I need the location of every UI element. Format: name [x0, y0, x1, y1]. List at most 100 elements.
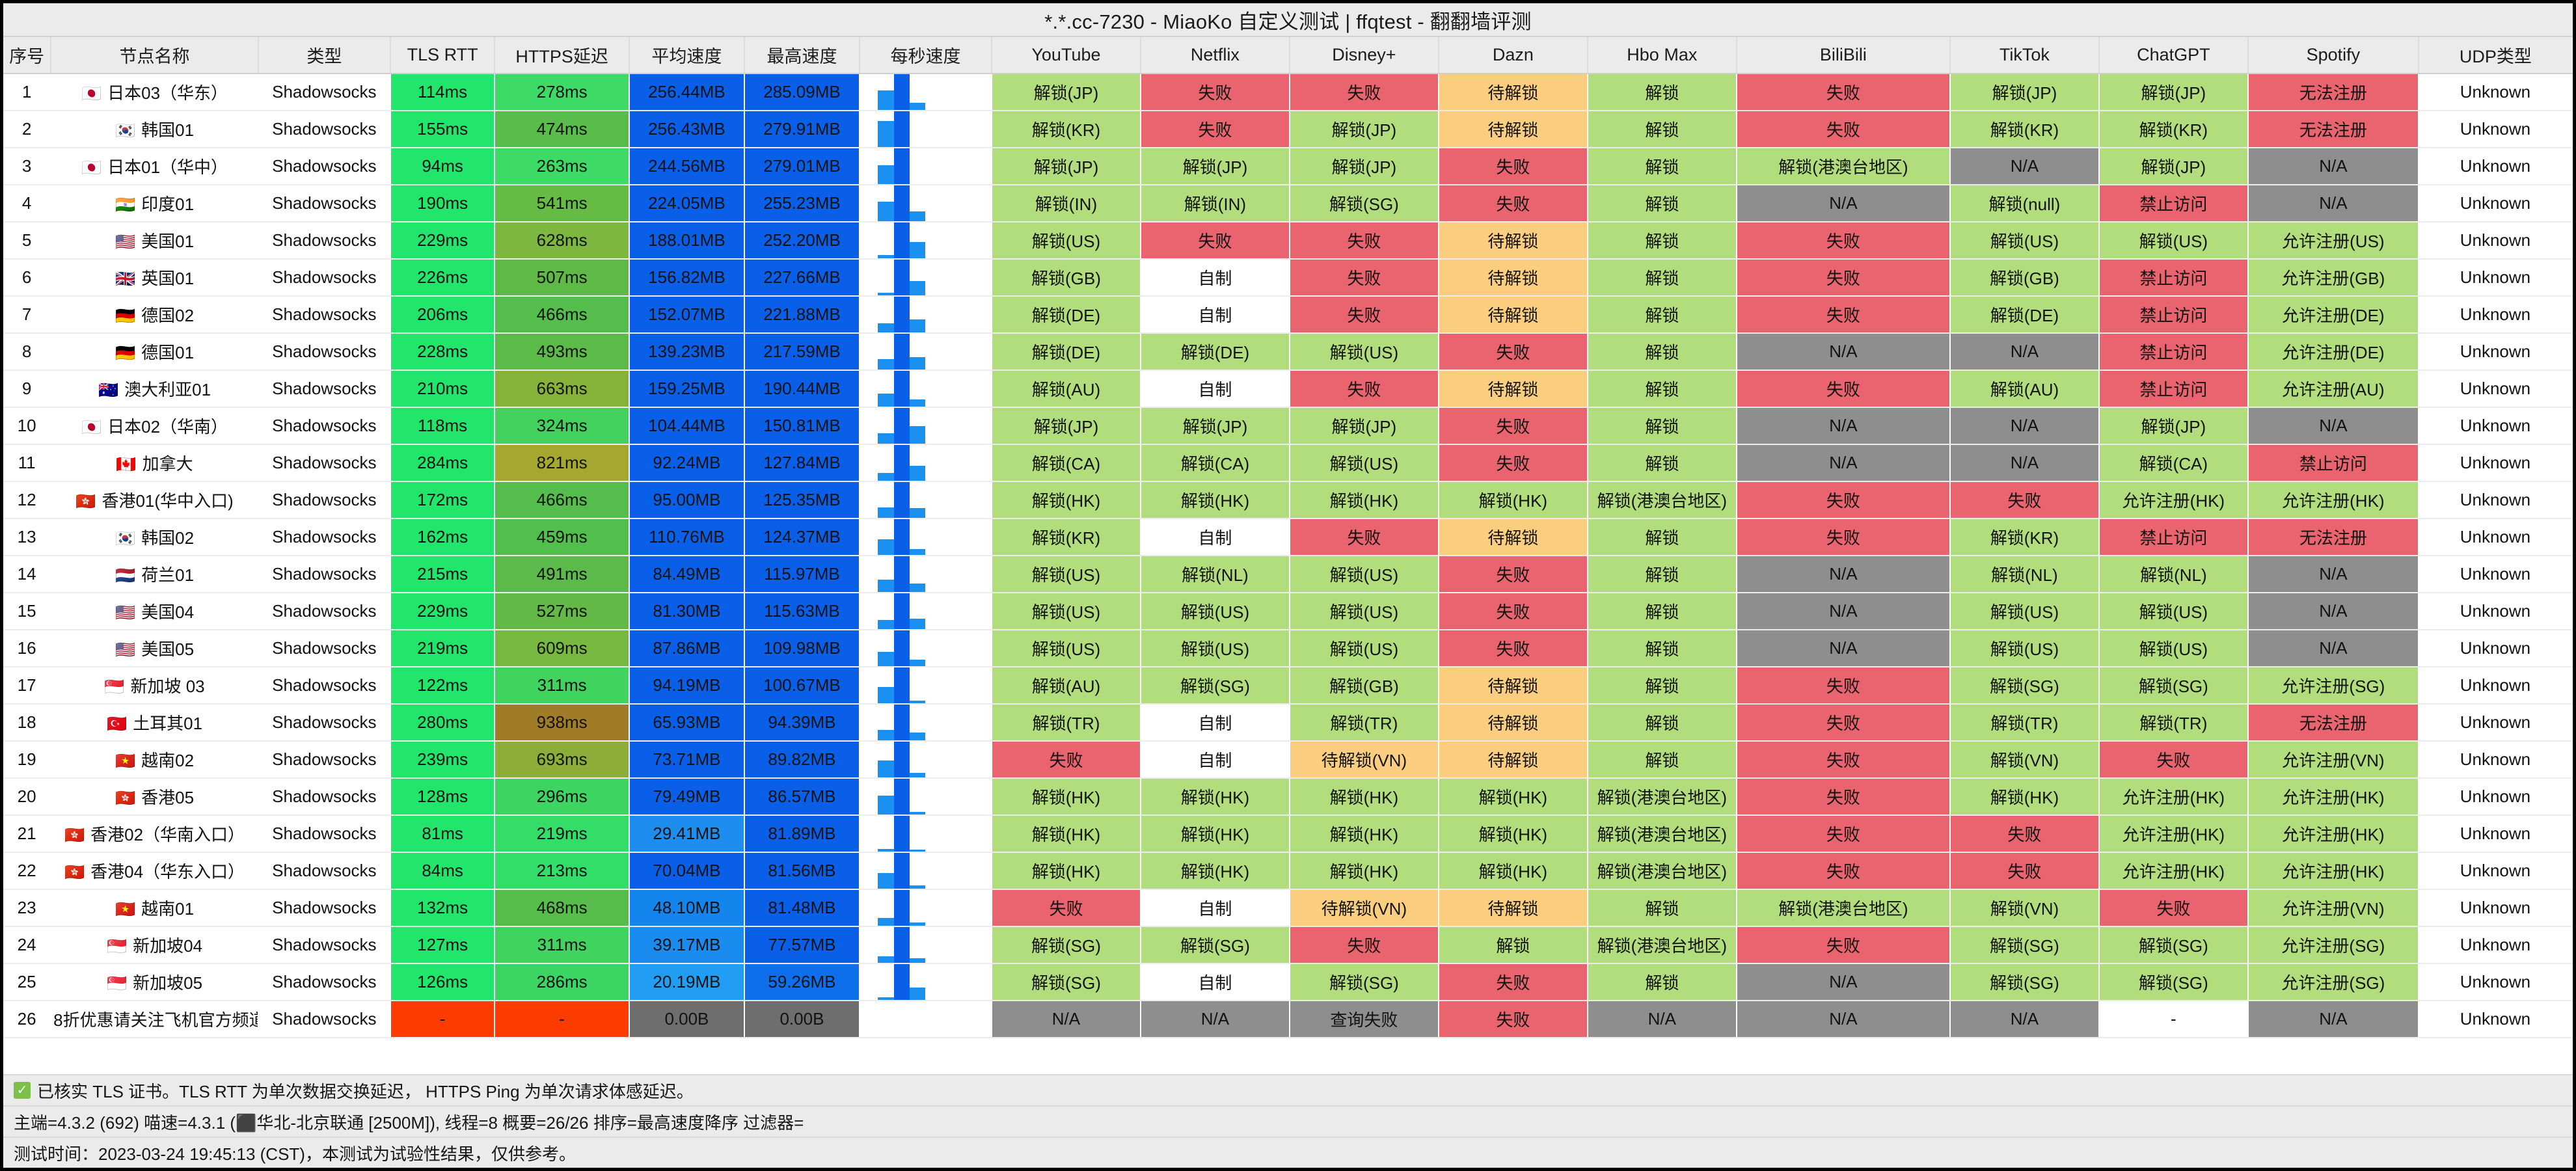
table-row[interactable]: 8 🇩🇪 德国01 Shadowsocks 228ms 493ms 139.23MB 217.…: [3, 333, 2573, 371]
disney-status: 失败: [1289, 518, 1439, 556]
column-header-dazn[interactable]: Dazn: [1438, 37, 1588, 74]
netflix-status: 解锁(HK): [1140, 852, 1290, 890]
youtube-status: 解锁(US): [991, 630, 1141, 667]
column-header-tls-rtt[interactable]: TLS RTT: [390, 37, 496, 74]
column-header-https[interactable]: HTTPS延迟: [495, 37, 630, 74]
node-type: Shadowsocks: [258, 889, 391, 927]
node-type: Shadowsocks: [258, 518, 391, 556]
dazn-status: 解锁(HK): [1438, 481, 1588, 519]
sparkline-chart: [862, 964, 989, 999]
sparkline-bar: [878, 539, 894, 554]
column-header-chatgpt[interactable]: ChatGPT: [2098, 37, 2249, 74]
tiktok-status: 解锁(KR): [1949, 111, 2100, 148]
table-row[interactable]: 4 🇮🇳 印度01 Shadowsocks 190ms 541ms 224.05MB 255.…: [3, 185, 2573, 222]
chatgpt-status: 解锁(US): [2098, 630, 2249, 667]
sparkline-bar: [910, 319, 926, 332]
tiktok-status: 解锁(JP): [1949, 74, 2100, 111]
column-header-tiktok[interactable]: TikTok: [1949, 37, 2100, 74]
https-latency-value: 311ms: [495, 667, 630, 705]
sparkline-chart: [862, 111, 989, 146]
table-row[interactable]: 15 🇺🇸 美国04 Shadowsocks 229ms 527ms 81.30MB 115.…: [3, 593, 2573, 630]
table-row[interactable]: 1 🇯🇵 日本03（华东） Shadowsocks 114ms 278ms 256.44MB…: [3, 74, 2573, 111]
column-header-max-speed[interactable]: 最高速度: [744, 37, 860, 74]
dazn-status: 待解锁: [1438, 296, 1588, 334]
bilibili-status: N/A: [1736, 185, 1951, 222]
table-row[interactable]: 268折优惠请关注飞机官方频道信息Shadowsocks--0.00B0.00B…: [3, 1001, 2573, 1038]
column-header-spotify[interactable]: Spotify: [2247, 37, 2419, 74]
row-index: 19: [3, 741, 52, 779]
sparkline-bar: [893, 222, 910, 258]
table-row[interactable]: 7 🇩🇪 德国02 Shadowsocks 206ms 466ms 152.07MB 221.…: [3, 296, 2573, 334]
tls-rtt-value: 219ms: [390, 630, 496, 667]
max-speed-value: 59.26MB: [744, 963, 860, 1001]
column-header-type[interactable]: 类型: [258, 37, 391, 74]
avg-speed-value: 139.23MB: [629, 333, 745, 371]
row-index: 4: [3, 185, 52, 222]
spotify-status: N/A: [2247, 185, 2419, 222]
node-type: Shadowsocks: [258, 370, 391, 408]
dazn-status: 解锁: [1438, 926, 1588, 964]
sparkline-bar: [910, 922, 926, 925]
table-row[interactable]: 14 🇳🇱 荷兰01 Shadowsocks 215ms 491ms 84.49MB 115.…: [3, 556, 2573, 593]
table-row[interactable]: 20 🇭🇰 香港05 Shadowsocks 128ms 296ms 79.49MB 86.5…: [3, 778, 2573, 816]
https-latency-value: 938ms: [495, 704, 630, 742]
node-name-label: 土耳其01: [133, 714, 203, 733]
table-row[interactable]: 13 🇰🇷 韩国02 Shadowsocks 162ms 459ms 110.76MB 124…: [3, 518, 2573, 556]
sparkline-bar: [910, 811, 926, 814]
country-flag-icon: 🇻🇳: [115, 752, 136, 770]
table-row[interactable]: 25 🇸🇬 新加坡05 Shadowsocks 126ms 286ms 20.19MB 59.…: [3, 963, 2573, 1001]
hbomax-status: 解锁: [1587, 889, 1737, 927]
column-header-bilibili[interactable]: BiliBili: [1736, 37, 1951, 74]
table-row[interactable]: 17 🇸🇬 新加坡 03 Shadowsocks 122ms 311ms 94.19MB 10…: [3, 667, 2573, 705]
tls-rtt-value: 94ms: [390, 148, 496, 185]
table-row[interactable]: 21 🇭🇰 香港02（华南入口） Shadowsocks 81ms 219ms 29.41M…: [3, 815, 2573, 853]
sparkline-bar: [893, 74, 910, 109]
column-header-disney[interactable]: Disney+: [1289, 37, 1439, 74]
youtube-status: 解锁(KR): [991, 518, 1141, 556]
column-header-node[interactable]: 节点名称: [51, 37, 259, 74]
column-header-udp-type[interactable]: UDP类型: [2418, 37, 2572, 74]
row-index: 10: [3, 407, 52, 445]
disney-status: 解锁(JP): [1289, 148, 1439, 185]
table-row[interactable]: 2 🇰🇷 韩国01 Shadowsocks 155ms 474ms 256.43MB 279.…: [3, 111, 2573, 148]
footer-version-line: 主端=4.3.2 (692) 喵速=4.3.1 (⬛华北-北京联通 [2500M…: [3, 1105, 2573, 1137]
tls-rtt-value: 229ms: [390, 593, 496, 630]
table-row[interactable]: 9 🇦🇺 澳大利亚01 Shadowsocks 210ms 663ms 159.25MB 19…: [3, 370, 2573, 408]
node-type: Shadowsocks: [258, 444, 391, 482]
max-speed-value: 127.84MB: [744, 444, 860, 482]
table-row[interactable]: 10 🇯🇵 日本02（华南） Shadowsocks 118ms 324ms 104.44M…: [3, 407, 2573, 445]
table-row[interactable]: 24 🇸🇬 新加坡04 Shadowsocks 127ms 311ms 39.17MB 77.…: [3, 926, 2573, 964]
sparkline-chart: [862, 445, 989, 480]
table-row[interactable]: 16 🇺🇸 美国05 Shadowsocks 219ms 609ms 87.86MB 109.…: [3, 630, 2573, 667]
node-type: Shadowsocks: [258, 111, 391, 148]
tiktok-status: 解锁(US): [1949, 630, 2100, 667]
tls-rtt-value: 81ms: [390, 815, 496, 853]
table-row[interactable]: 23 🇻🇳 越南01 Shadowsocks 132ms 468ms 48.10MB 81.4…: [3, 889, 2573, 927]
country-flag-icon: 🇬🇧: [115, 270, 136, 288]
table-row[interactable]: 11 🇨🇦 加拿大 Shadowsocks 284ms 821ms 92.24MB 127.8…: [3, 444, 2573, 482]
column-header-index[interactable]: 序号: [3, 37, 52, 74]
node-name-label: 英国01: [141, 269, 195, 288]
column-header-per-second[interactable]: 每秒速度: [859, 37, 992, 74]
tls-rtt-value: 280ms: [390, 704, 496, 742]
tls-rtt-value: 132ms: [390, 889, 496, 927]
table-row[interactable]: 18 🇹🇷 土耳其01 Shadowsocks 280ms 938ms 65.93MB 94.…: [3, 704, 2573, 742]
bilibili-status: 失败: [1736, 852, 1951, 890]
table-row[interactable]: 12 🇭🇰 香港01(华中入口) Shadowsocks 172ms 466ms 95.00…: [3, 481, 2573, 519]
table-row[interactable]: 3 🇯🇵 日本01（华中） Shadowsocks 94ms 263ms 244.56MB 2…: [3, 148, 2573, 185]
table-row[interactable]: 19 🇻🇳 越南02 Shadowsocks 239ms 693ms 73.71MB 89.8…: [3, 741, 2573, 779]
netflix-status: 自制: [1140, 741, 1290, 779]
table-row[interactable]: 5 🇺🇸 美国01 Shadowsocks 229ms 628ms 188.01MB 252.…: [3, 222, 2573, 260]
column-header-hbomax[interactable]: Hbo Max: [1587, 37, 1737, 74]
column-header-avg-speed[interactable]: 平均速度: [629, 37, 745, 74]
netflix-status: 失败: [1140, 222, 1290, 260]
table-row[interactable]: 6 🇬🇧 英国01 Shadowsocks 226ms 507ms 156.82MB 227.…: [3, 259, 2573, 297]
node-name-label: 新加坡04: [133, 936, 203, 956]
avg-speed-value: 73.71MB: [629, 741, 745, 779]
tiktok-status: 解锁(SG): [1949, 667, 2100, 705]
bilibili-status: 失败: [1736, 370, 1951, 408]
column-header-youtube[interactable]: YouTube: [991, 37, 1141, 74]
table-row[interactable]: 22 🇭🇰 香港04（华东入口） Shadowsocks 84ms 213ms 70.04M…: [3, 852, 2573, 890]
column-header-netflix[interactable]: Netflix: [1140, 37, 1290, 74]
row-index: 12: [3, 481, 52, 519]
